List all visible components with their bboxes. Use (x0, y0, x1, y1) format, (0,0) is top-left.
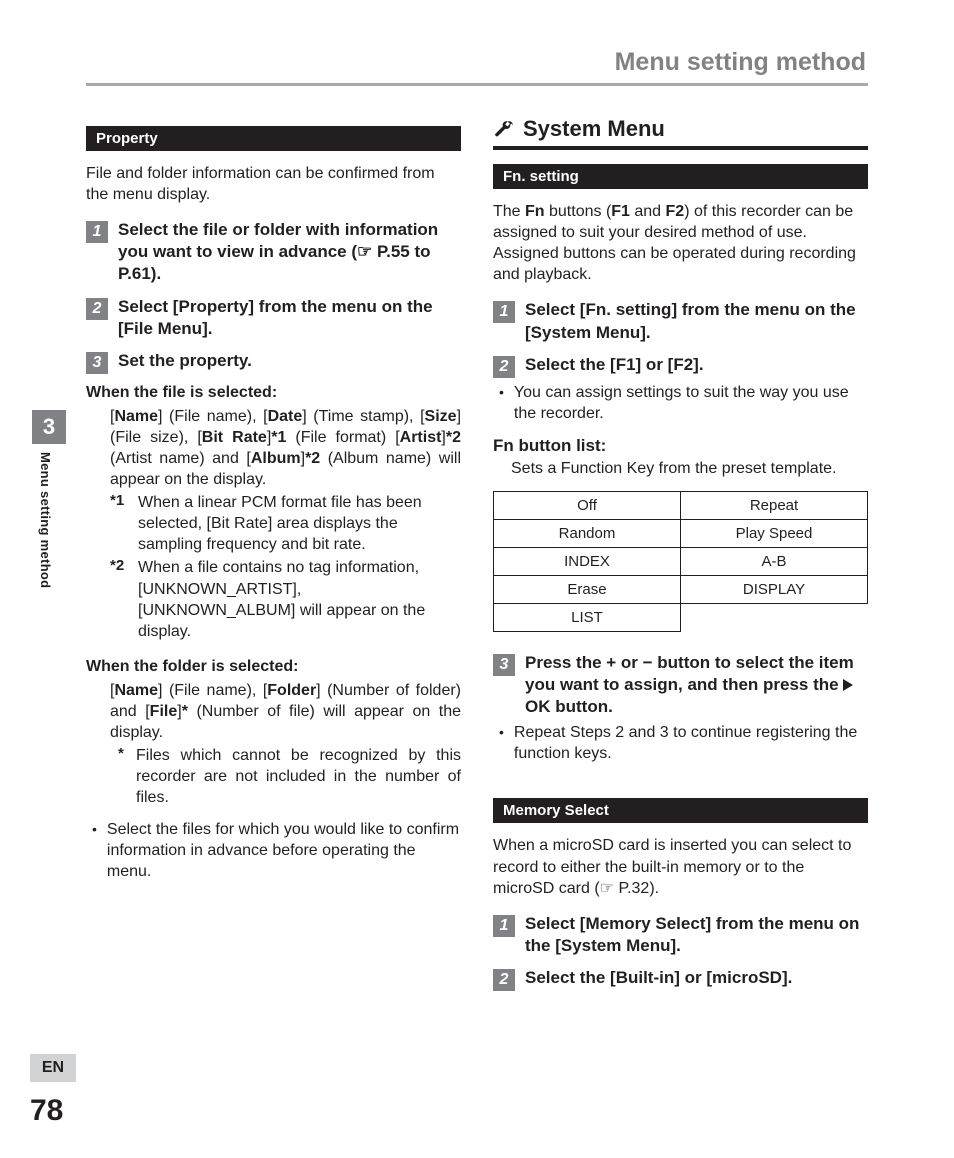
step-number: 1 (86, 221, 108, 243)
fn-bullet-2: • Repeat Steps 2 and 3 to continue regis… (499, 722, 868, 764)
property-step-1: 1 Select the file or folder with informa… (86, 219, 461, 285)
vertical-section-label: Menu setting method (38, 452, 53, 588)
step-number: 2 (493, 969, 515, 991)
step-number: 1 (493, 301, 515, 323)
fn-bullet-1: • You can assign settings to suit the wa… (499, 382, 868, 424)
note-star1: *1 When a linear PCM format file has bee… (110, 492, 461, 555)
table-row: OffRepeat (494, 491, 868, 519)
fn-list-desc: Sets a Function Key from the preset temp… (511, 458, 868, 479)
property-step-2: 2 Select [Property] from the menu on the… (86, 296, 461, 340)
fn-step-2: 2 Select the [F1] or [F2]. (493, 354, 868, 378)
step-text: Select [Property] from the menu on the [… (118, 296, 461, 340)
language-tab: EN (30, 1054, 76, 1082)
step-number: 3 (493, 654, 515, 676)
memory-intro: When a microSD card is inserted you can … (493, 835, 868, 898)
folder-selected-heading: When the folder is selected: (86, 658, 461, 676)
property-step-3: 3 Set the property. (86, 350, 461, 374)
step-number: 2 (493, 356, 515, 378)
fn-list-heading: Fn button list: (493, 436, 868, 456)
step-text: Select [Fn. setting] from the menu on th… (525, 299, 868, 343)
chapter-tab: 3 (32, 410, 66, 444)
table-row: LIST (494, 603, 868, 631)
mem-step-2: 2 Select the [Built-in] or [microSD]. (493, 967, 868, 991)
property-intro: File and folder information can be confi… (86, 163, 461, 205)
wrench-icon (493, 118, 515, 140)
fn-intro: The Fn buttons (F1 and F2) of this recor… (493, 201, 868, 285)
page-number: 78 (30, 1094, 63, 1128)
table-row: EraseDISPLAY (494, 575, 868, 603)
fn-step-1: 1 Select [Fn. setting] from the menu on … (493, 299, 868, 343)
file-selected-body: [Name] (File name), [Date] (Time stamp),… (110, 406, 461, 490)
folder-selected-body: [Name] (File name), [Folder] (Number of … (110, 680, 461, 743)
right-column: System Menu Fn. setting The Fn buttons (… (493, 116, 868, 995)
fn-step-3: 3 Press the + or − button to select the … (493, 652, 868, 718)
bullet-icon: • (92, 819, 97, 882)
section-rule (493, 146, 868, 150)
bullet-icon: • (499, 722, 504, 764)
file-selected-heading: When the file is selected: (86, 384, 461, 402)
play-icon (843, 679, 853, 691)
memory-select-bar: Memory Select (493, 798, 868, 823)
step-text: Select the [Built-in] or [microSD]. (525, 967, 792, 989)
step-text: Set the property. (118, 350, 252, 372)
property-heading-bar: Property (86, 126, 461, 151)
property-bullet: • Select the files for which you would l… (92, 819, 461, 882)
table-row: INDEXA-B (494, 547, 868, 575)
page-title: Menu setting method (86, 48, 868, 83)
folder-note: * Files which cannot be recognized by th… (118, 745, 461, 808)
bullet-icon: • (499, 382, 504, 424)
left-column: Property File and folder information can… (86, 116, 461, 995)
fn-button-table: OffRepeat RandomPlay Speed INDEXA-B Eras… (493, 491, 868, 632)
step-text: Select [Memory Select] from the menu on … (525, 913, 868, 957)
step-number: 3 (86, 352, 108, 374)
header-rule (86, 83, 868, 86)
note-star2: *2 When a file contains no tag informati… (110, 557, 461, 641)
step-text: Press the + or − button to select the it… (525, 652, 868, 718)
system-menu-title: System Menu (493, 116, 868, 142)
step-number: 1 (493, 915, 515, 937)
content-columns: Property File and folder information can… (86, 116, 868, 995)
fn-setting-bar: Fn. setting (493, 164, 868, 189)
step-text: Select the file or folder with informati… (118, 219, 461, 285)
manual-page: Menu setting method Property File and fo… (0, 0, 954, 1158)
table-row: RandomPlay Speed (494, 519, 868, 547)
step-number: 2 (86, 298, 108, 320)
mem-step-1: 1 Select [Memory Select] from the menu o… (493, 913, 868, 957)
step-text: Select the [F1] or [F2]. (525, 354, 704, 376)
